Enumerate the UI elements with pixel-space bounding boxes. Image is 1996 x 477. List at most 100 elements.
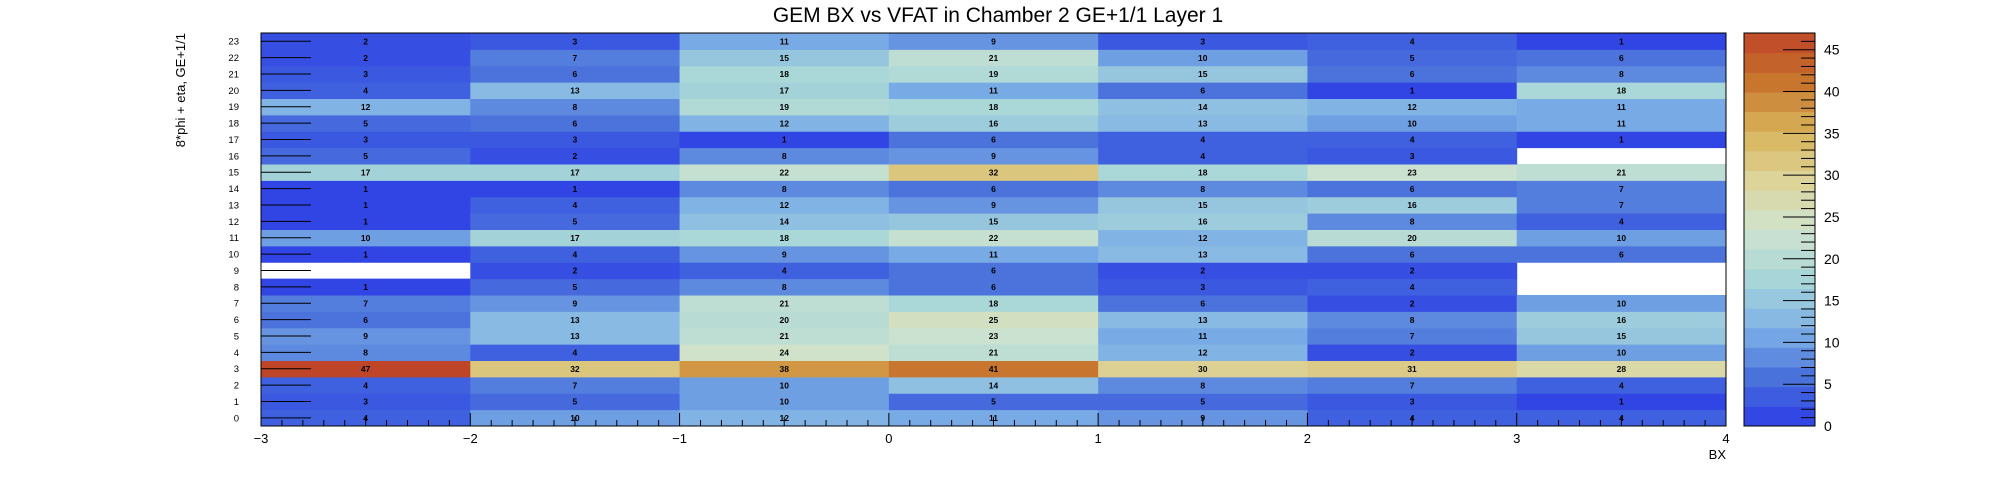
cell-value-label: 6 [991, 184, 996, 194]
heatmap-cell [261, 376, 471, 394]
cell-value-label: 18 [1617, 86, 1627, 96]
cell-value-label: 28 [1617, 364, 1627, 374]
cell-value-label: 4 [1200, 151, 1205, 161]
heatmap-cell [1098, 327, 1308, 345]
cell-value-label: 8 [1619, 69, 1624, 79]
heatmap-cell [470, 278, 681, 296]
heatmap-cell [1516, 164, 1727, 181]
heatmap-cell [888, 278, 1099, 296]
heatmap-cell [1307, 229, 1518, 247]
cell-value-label: 9 [363, 331, 368, 341]
cell-value-label: 4 [573, 249, 578, 259]
heatmap-cell [1516, 393, 1727, 411]
heatmap-cell [679, 344, 890, 361]
heatmap-cell [470, 393, 681, 411]
heatmap-cell [1516, 114, 1727, 132]
cell-value-label: 18 [779, 233, 789, 243]
cell-value-label: 6 [1619, 249, 1624, 259]
cell-value-label: 2 [363, 36, 368, 46]
cell-value-label: 1 [782, 135, 787, 145]
cell-value-label: 24 [779, 348, 789, 358]
cell-value-label: 11 [780, 36, 789, 46]
cell-value-label: 6 [991, 135, 996, 145]
cell-value-label: 47 [361, 364, 371, 374]
color-scale-band [1744, 249, 1815, 270]
cell-value-label: 10 [1198, 53, 1208, 63]
heatmap-cell [679, 213, 890, 230]
cell-value-label: 2 [1410, 348, 1415, 358]
color-scale-band [1744, 190, 1815, 211]
heatmap-cell [470, 229, 681, 247]
cell-value-label: 21 [779, 298, 789, 308]
cell-value-label: 4 [363, 380, 368, 390]
heatmap-cell [1098, 393, 1308, 411]
y-tick-label: 6 [234, 315, 239, 326]
cell-value-label: 38 [779, 364, 789, 374]
heatmap-cell [679, 131, 890, 149]
heatmap-cell [679, 311, 890, 329]
heatmap-cell [679, 164, 890, 181]
cell-value-label: 1 [573, 184, 578, 194]
heatmap-cell [1516, 98, 1727, 116]
heatmap-cell [888, 33, 1099, 50]
heatmap-cell [1307, 33, 1518, 50]
heatmap-cell [888, 147, 1099, 165]
cell-value-label: 7 [573, 380, 578, 390]
heatmap-cell [1516, 33, 1727, 50]
color-scale-band [1744, 268, 1815, 289]
heatmap-cell [1098, 360, 1308, 378]
heatmap-cell [261, 180, 471, 198]
heatmap-cell [1307, 114, 1518, 132]
cell-value-label: 8 [1410, 315, 1415, 325]
cell-value-label: 4 [573, 200, 578, 210]
cell-value-label: 8 [1200, 184, 1205, 194]
heatmap-cell [679, 262, 890, 280]
cell-value-label: 17 [570, 233, 580, 243]
heatmap-cell [1098, 295, 1308, 312]
heatmap-cell [470, 311, 681, 329]
cell-value-label: 19 [779, 102, 789, 112]
cell-value-label: 6 [991, 282, 996, 292]
heatmap-cell [261, 65, 471, 83]
color-scale-band [1744, 209, 1815, 230]
cell-value-label: 2 [573, 151, 578, 161]
heatmap-cell [1307, 262, 1518, 280]
heatmap-cell [679, 98, 890, 116]
heatmap-cell [888, 114, 1099, 132]
heatmap-cell [1098, 82, 1308, 99]
cell-value-label: 9 [573, 298, 578, 308]
cell-value-label: 8 [573, 102, 578, 112]
cell-value-label: 7 [1410, 380, 1415, 390]
heatmap-cell [470, 376, 681, 394]
cell-value-label: 21 [989, 53, 999, 63]
heatmap-cell [1516, 245, 1727, 263]
heatmap-cell [1516, 327, 1727, 345]
heatmap-cell [470, 65, 681, 83]
cell-value-label: 9 [782, 249, 787, 259]
heatmap-cell [1307, 360, 1518, 378]
color-scale-tick-label: 45 [1824, 42, 1840, 58]
heatmap-cell [1516, 49, 1727, 67]
cell-value-label: 15 [1617, 331, 1627, 341]
heatmap-cell [1307, 344, 1518, 361]
cell-value-label: 4 [363, 86, 368, 96]
color-scale-frame [1743, 32, 1816, 427]
y-tick-label: 23 [228, 37, 239, 48]
heatmap-cell [261, 360, 471, 378]
y-tick-label: 1 [234, 397, 239, 408]
heatmap-cell [888, 98, 1099, 116]
heatmap-cell [1516, 344, 1727, 361]
cell-value-label: 10 [1407, 118, 1417, 128]
cell-value-label: 6 [1410, 69, 1415, 79]
cell-value-label: 14 [989, 380, 999, 390]
cell-value-label: 2 [363, 53, 368, 63]
heatmap-cell [888, 229, 1099, 247]
heatmap-cell [1307, 82, 1518, 99]
heatmap-cell [261, 278, 471, 296]
heatmap-cell [261, 295, 471, 312]
heatmap-cell [1098, 262, 1308, 280]
heatmap-cell [888, 262, 1099, 280]
cell-value-label: 14 [1198, 102, 1208, 112]
heatmap-cell [1307, 196, 1518, 214]
cell-value-label: 5 [573, 217, 578, 227]
